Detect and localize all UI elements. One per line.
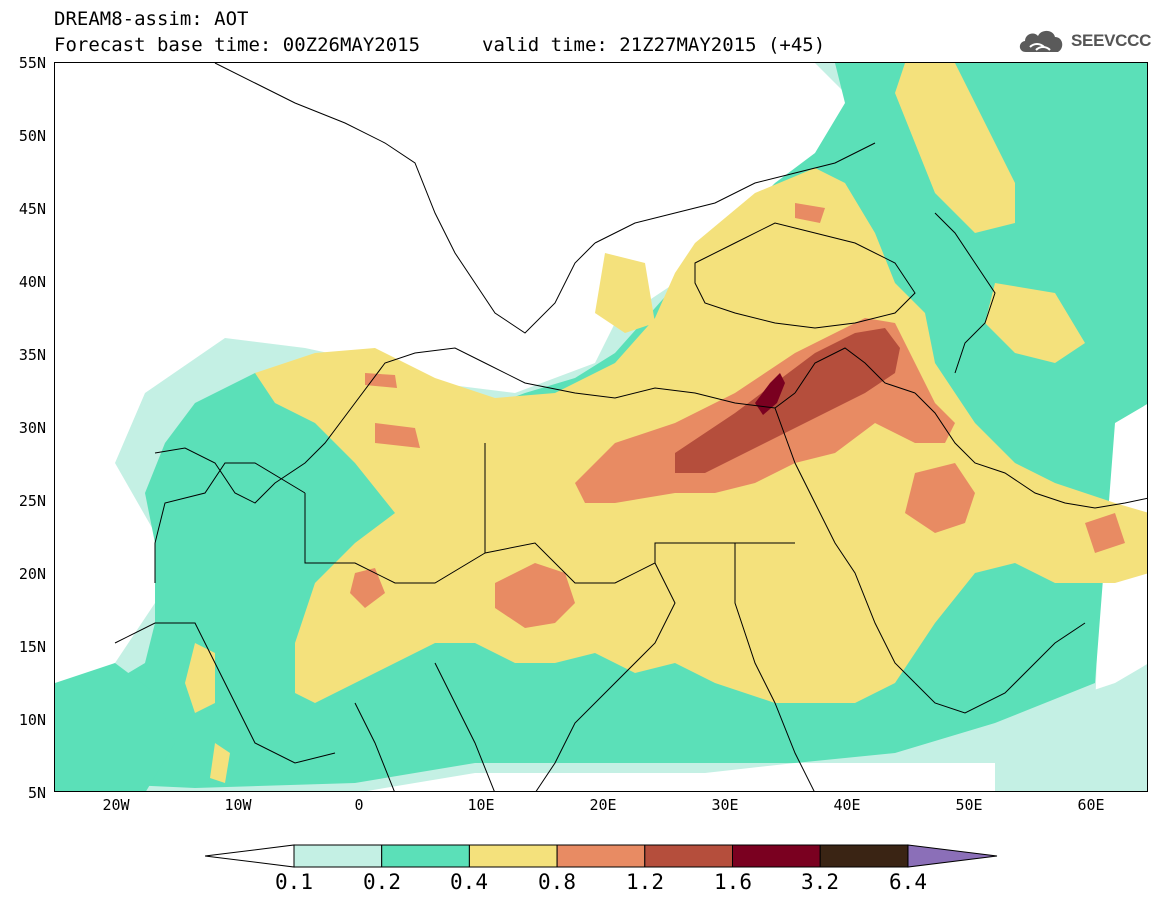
logo-text: SEEVCCC: [1071, 31, 1152, 50]
lon-label-10w: 10W: [224, 796, 252, 814]
colorbar-under-arrow: [205, 844, 295, 868]
lon-label-40e: 40E: [833, 796, 861, 814]
lat-label-20n: 20N: [18, 565, 46, 583]
lat-label-5n: 5N: [27, 784, 46, 802]
lat-label-25n: 25N: [18, 492, 46, 510]
colorbar-segment: [293, 844, 383, 868]
forecast-base-time: Forecast base time: 00Z26MAY2015: [54, 34, 421, 56]
valid-time: valid time: 21Z27MAY2015 (+45): [482, 34, 826, 56]
lon-label-50e: 50E: [955, 796, 983, 814]
lat-label-15n: 15N: [18, 638, 46, 656]
colorbar-label-0-1: 0.1: [275, 870, 313, 894]
colorbar-label-6-4: 6.4: [889, 870, 927, 894]
lat-label-10n: 10N: [18, 711, 46, 729]
colorbar-segment: [468, 844, 558, 868]
seevccc-logo: SEEVCCC: [1016, 26, 1151, 56]
lat-label-30n: 30N: [18, 419, 46, 437]
lon-label-10e: 10E: [467, 796, 495, 814]
aot-field: [55, 63, 1147, 791]
coastlines-and-borders: [114, 63, 1147, 791]
aot-contour-1-2: [675, 328, 900, 473]
lon-label-0: 0: [354, 796, 364, 814]
colorbar-label-0-4: 0.4: [450, 870, 488, 894]
chart-title: DREAM8-assim: AOT: [54, 8, 249, 30]
lat-label-50n: 50N: [18, 127, 46, 145]
aot-contour-1-6: [755, 373, 785, 415]
colorbar-segment: [556, 844, 646, 868]
lon-label-30e: 30E: [711, 796, 739, 814]
colorbar-segment: [381, 844, 470, 868]
colorbar: [205, 844, 998, 868]
colorbar-label-1-2: 1.2: [626, 870, 664, 894]
lat-label-40n: 40N: [18, 273, 46, 291]
colorbar-segment: [819, 844, 909, 868]
colorbar-label-0-2: 0.2: [363, 870, 401, 894]
lat-label-45n: 45N: [18, 200, 46, 218]
colorbar-label-0-8: 0.8: [538, 870, 576, 894]
lat-label-55n: 55N: [18, 54, 46, 72]
aot-map: [54, 62, 1148, 792]
cloud-icon: [1019, 30, 1063, 52]
lat-label-35n: 35N: [18, 346, 46, 364]
colorbar-over-arrow: [907, 844, 998, 868]
lon-label-60e: 60E: [1077, 796, 1105, 814]
lon-label-20w: 20W: [102, 796, 130, 814]
colorbar-segment: [644, 844, 733, 868]
colorbar-label-3-2: 3.2: [801, 870, 839, 894]
lon-label-20e: 20E: [589, 796, 617, 814]
colorbar-segment: [732, 844, 821, 868]
colorbar-label-1-6: 1.6: [714, 870, 752, 894]
